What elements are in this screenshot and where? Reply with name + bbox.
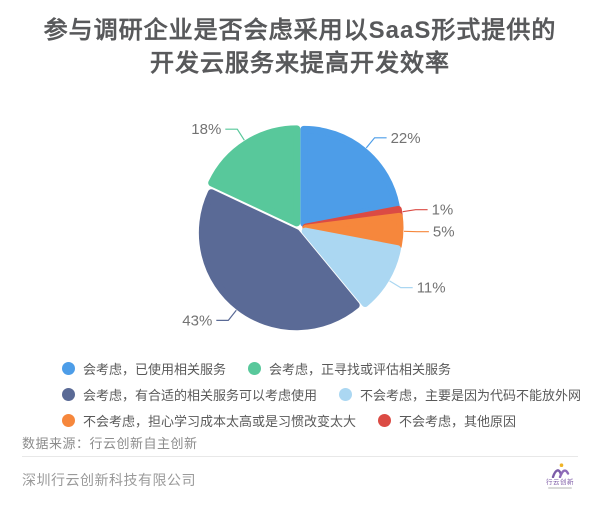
company-logo: 行云创新: [536, 463, 584, 489]
divider: [22, 456, 578, 457]
company-name: 深圳行云创新科技有限公司: [22, 472, 196, 488]
legend-color-dot: [339, 388, 353, 401]
pie-percent-label: 5%: [433, 224, 455, 241]
pie-chart: 22% 1% 5% 11% 43% 18%: [182, 121, 455, 331]
chart-title-line1: 参与调研企业是否会虑采用以SaaS形式提供的: [43, 17, 557, 44]
legend-label: 会考虑，有合适的相关服务可以考虑使用: [83, 388, 318, 403]
pie-percent-label: 43%: [182, 312, 212, 329]
legend-label: 会考虑，正寻找或评估相关服务: [269, 362, 452, 377]
logo-swoosh-icon: [551, 463, 570, 478]
legend-color-dot: [248, 362, 262, 375]
legend-item: 会考虑，已使用相关服务: [62, 359, 226, 378]
pie-label-leader-line: [389, 280, 413, 289]
pie-label-leader-line: [225, 128, 245, 141]
legend-label: 不会考虑，其他原因: [399, 414, 517, 429]
legend-color-dot: [62, 362, 75, 375]
legend-row: 会考虑，已使用相关服务 会考虑，正寻找或评估相关服务: [62, 359, 582, 378]
legend-item: 会考虑，正寻找或评估相关服务: [248, 359, 451, 378]
legend-label: 会考虑，已使用相关服务: [83, 362, 227, 377]
legend-row: 会考虑，有合适的相关服务可以考虑使用 不会考虑，主要是因为代码不能放外网: [62, 385, 582, 404]
pie-label-leader-line: [216, 309, 237, 321]
legend-color-dot: [378, 414, 392, 427]
pie-percent-label: 11%: [417, 280, 446, 297]
pie-percent-label: 18%: [191, 121, 221, 138]
pie-percent-label: 1%: [432, 202, 454, 219]
chart-title: 参与调研企业是否会虑采用以SaaS形式提供的 开发云服务来提高开发效率: [0, 14, 600, 80]
pie-percent-label: 22%: [391, 130, 421, 147]
legend-label: 不会考虑，担心学习成本太高或是习惯改变太大: [83, 414, 357, 429]
pie-chart-area: 22% 1% 5% 11% 43% 18%: [0, 106, 600, 358]
pie-label-leader-line: [402, 209, 428, 213]
logo-text: 行云创新: [546, 479, 574, 486]
legend-item: 不会考虑，担心学习成本太高或是习惯改变太大: [62, 411, 356, 430]
legend-label: 不会考虑，主要是因为代码不能放外网: [360, 388, 582, 403]
legend-row: 不会考虑，担心学习成本太高或是习惯改变太大 不会考虑，其他原因: [62, 411, 582, 430]
legend-item: 不会考虑，其他原因: [378, 411, 516, 430]
pie-slice: [301, 227, 401, 307]
legend-color-dot: [62, 388, 75, 401]
chart-title-line2: 开发云服务来提高开发效率: [150, 50, 450, 77]
legend-color-dot: [62, 414, 75, 427]
legend-item: 会考虑，有合适的相关服务可以考虑使用: [62, 385, 317, 404]
pie-slice: [198, 189, 360, 331]
pie-slice: [300, 125, 400, 227]
pie-slice: [208, 125, 301, 227]
legend-item: 不会考虑，主要是因为代码不能放外网: [339, 385, 581, 404]
logo-subtext-line: [548, 487, 572, 489]
data-source: 数据来源：行云创新自主创新: [22, 436, 198, 451]
pie-label-leader-line: [365, 137, 387, 149]
chart-legend: 会考虑，已使用相关服务 会考虑，正寻找或评估相关服务会考虑，有合适的相关服务可以考…: [62, 359, 582, 430]
